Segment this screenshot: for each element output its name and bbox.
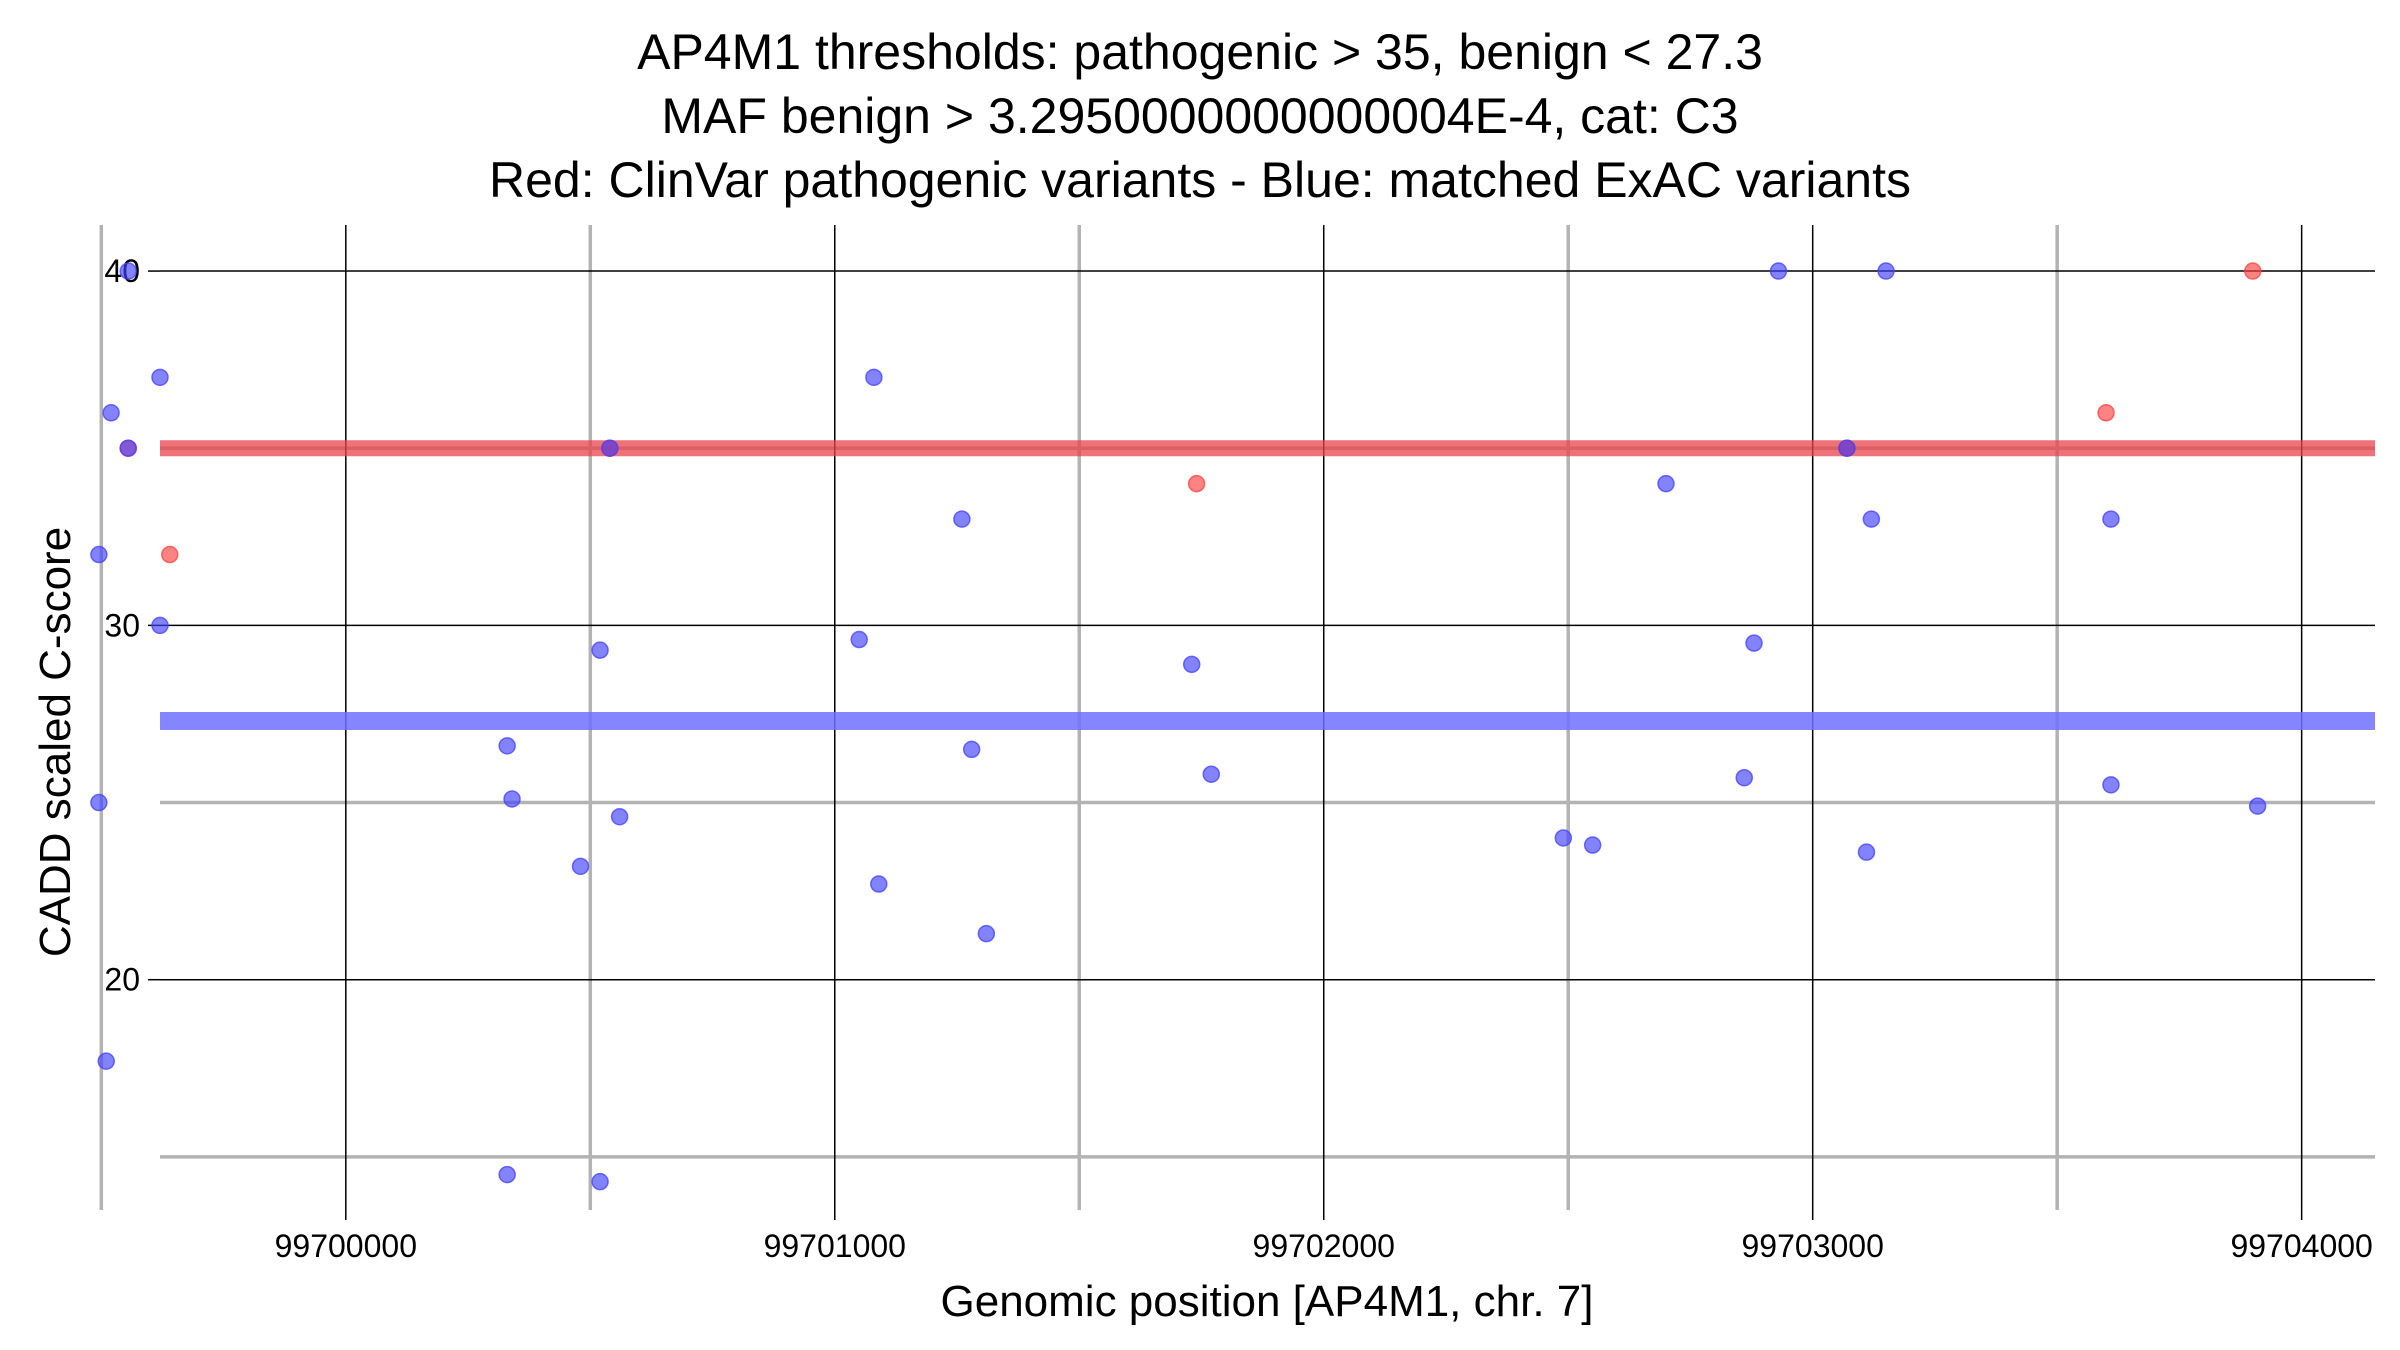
benign-point — [498, 1165, 516, 1184]
benign-point — [865, 368, 883, 387]
x-tick-label: 99700000 — [275, 1228, 417, 1264]
axis-ticks: 99700000 99701000 99702000 99703000 99704000… — [104, 253, 2372, 1264]
benign-point — [1657, 474, 1675, 493]
benign-point — [1745, 634, 1763, 652]
benign-point — [1554, 829, 1573, 847]
benign-point — [850, 630, 868, 649]
benign-point — [591, 641, 609, 659]
x-tick-label: 99701000 — [764, 1228, 906, 1264]
benign-point — [90, 545, 108, 564]
benign-point — [1862, 510, 1881, 528]
x-tick-label: 99704000 — [2230, 1228, 2372, 1264]
chart-title-line-3: Red: ClinVar pathogenic variants - Blue:… — [489, 152, 1911, 208]
pathogenic-point — [1187, 474, 1206, 493]
chart-title-line-1: AP4M1 thresholds: pathogenic > 35, benig… — [637, 24, 1763, 80]
benign-point — [119, 262, 137, 280]
y-tick-label: 30 — [104, 607, 140, 643]
benign-point — [610, 807, 629, 826]
benign-point — [1877, 262, 1895, 280]
benign-point — [962, 740, 981, 759]
benign-point — [102, 404, 120, 422]
y-tick-label: 20 — [104, 962, 140, 998]
benign-point — [97, 1052, 115, 1070]
pathogenic-point — [161, 545, 179, 564]
benign-point — [2102, 776, 2120, 794]
benign-point — [2102, 510, 2120, 528]
benign-point — [119, 439, 137, 457]
benign-point — [870, 875, 888, 893]
benign-point — [1583, 836, 1602, 854]
benign-point — [498, 737, 516, 755]
data-points — [90, 262, 2267, 1191]
benign-point — [1857, 843, 1876, 861]
x-tick-label: 99703000 — [1742, 1228, 1884, 1264]
benign-point — [90, 793, 108, 812]
pathogenic-point — [2097, 404, 2115, 422]
benign-point — [953, 510, 971, 528]
benign-point — [601, 439, 619, 457]
y-axis-title: CADD scaled C-score — [31, 527, 80, 957]
benign-point — [503, 790, 521, 808]
benign-point — [1182, 655, 1201, 674]
x-axis-title: Genomic position [AP4M1, chr. 7] — [941, 1277, 1594, 1326]
benign-point — [151, 368, 169, 387]
benign-point — [1735, 768, 1753, 787]
pathogenic-point — [2244, 262, 2262, 280]
benign-point — [1838, 439, 1856, 457]
benign-point — [571, 857, 590, 876]
benign-point — [591, 1172, 609, 1191]
threshold-lines — [160, 440, 2375, 731]
benign-point — [151, 616, 169, 635]
chart-title-line-2: MAF benign > 3.2950000000000004E-4, cat:… — [661, 88, 1739, 144]
benign-point — [2248, 797, 2267, 815]
x-tick-label: 99702000 — [1253, 1228, 1395, 1264]
benign-point — [977, 924, 996, 943]
benign-point — [1202, 765, 1221, 783]
benign-point — [1769, 262, 1788, 280]
